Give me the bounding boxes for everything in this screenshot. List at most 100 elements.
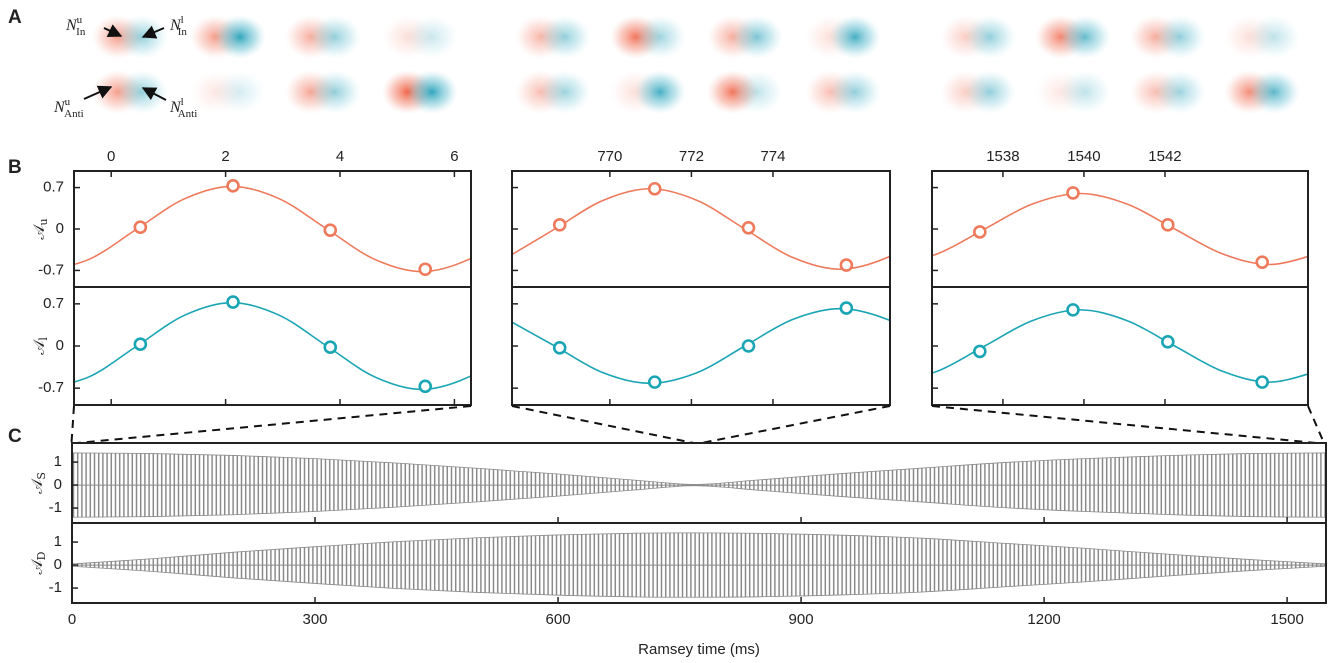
x-tick-label: 0 xyxy=(107,148,115,165)
y-tick-label: 0.7 xyxy=(43,179,64,196)
annotation-sub: In xyxy=(76,26,86,38)
data-point xyxy=(974,346,985,357)
data-point xyxy=(325,225,336,236)
y-axis-label: 𝒜u xyxy=(30,218,50,239)
x-tick-label: 600 xyxy=(546,611,571,628)
zoom-line xyxy=(77,406,471,443)
atom-cloud xyxy=(964,70,1016,114)
x-tick-label: 772 xyxy=(679,148,704,165)
x-tick-label: 4 xyxy=(336,148,344,165)
body: {"panel_labels": ["A", "B", "C"], "annot… xyxy=(0,0,1334,663)
atom-cloud xyxy=(309,15,361,59)
figure: A B C NuInNlInNuAntiNlAnti0246-0.700.7𝒜u… xyxy=(0,0,1334,663)
data-point xyxy=(135,222,146,233)
atom-cloud xyxy=(214,70,266,114)
zoom-line xyxy=(932,406,1316,443)
atom-cloud xyxy=(539,70,591,114)
atom-cloud xyxy=(214,15,266,59)
annotation-sub: In xyxy=(178,26,188,38)
y-axis-label: 𝒜S xyxy=(28,472,48,494)
data-point xyxy=(841,303,852,314)
x-tick-label: 2 xyxy=(221,148,229,165)
y-axis-label-sub: D xyxy=(35,551,48,560)
atom-cloud xyxy=(539,15,591,59)
annotation-sup: u xyxy=(77,14,83,26)
x-tick-label: 1542 xyxy=(1148,148,1181,165)
plot-background xyxy=(74,287,471,405)
zoom-line xyxy=(1308,406,1324,443)
data-point xyxy=(649,377,660,388)
x-tick-label: 0 xyxy=(68,611,76,628)
data-point xyxy=(649,183,660,194)
y-axis-label: 𝒜D xyxy=(28,551,48,574)
x-tick-label: 774 xyxy=(760,148,785,165)
atom-cloud xyxy=(731,15,783,59)
atom-cloud xyxy=(964,15,1016,59)
x-tick-label: 1538 xyxy=(986,148,1019,165)
atom-cloud xyxy=(634,70,686,114)
atom-cloud xyxy=(116,70,168,114)
y-axis-label-sub: l xyxy=(37,337,50,341)
plot-background xyxy=(512,287,890,405)
data-point xyxy=(554,342,565,353)
atom-cloud xyxy=(731,70,783,114)
panel-letter: C xyxy=(8,426,22,447)
annotation-sup: u xyxy=(65,96,71,108)
atom-images xyxy=(92,15,1300,114)
y-tick-label: 0 xyxy=(56,337,64,354)
annotation-sub: Anti xyxy=(178,108,198,120)
plot-background xyxy=(932,287,1308,405)
atom-cloud xyxy=(634,15,686,59)
atom-cloud xyxy=(309,70,361,114)
data-point xyxy=(974,226,985,237)
zoom-line xyxy=(71,406,74,443)
y-axis-label-sub: S xyxy=(35,472,48,480)
annotation-sub: Anti xyxy=(64,108,84,120)
x-tick-label: 300 xyxy=(303,611,328,628)
annotation-sup: l xyxy=(181,14,184,26)
y-axis-label-sub: u xyxy=(37,218,50,225)
atom-cloud xyxy=(406,15,458,59)
x-tick-label: 770 xyxy=(597,148,622,165)
data-point xyxy=(135,339,146,350)
data-point xyxy=(1068,187,1079,198)
data-point xyxy=(325,342,336,353)
y-tick-label: -1 xyxy=(49,579,62,596)
data-point xyxy=(1257,377,1268,388)
atom-cloud xyxy=(406,70,458,114)
x-tick-label: 1540 xyxy=(1067,148,1100,165)
data-point xyxy=(841,260,852,271)
y-tick-label: 1 xyxy=(54,453,62,470)
y-tick-label: 0 xyxy=(54,476,62,493)
data-point xyxy=(1162,336,1173,347)
data-point xyxy=(420,264,431,275)
atom-cloud xyxy=(1059,15,1111,59)
atom-cloud xyxy=(1248,15,1300,59)
atom-cloud xyxy=(116,15,168,59)
y-tick-label: -0.7 xyxy=(38,261,64,278)
x-tick-label: 1200 xyxy=(1027,611,1060,628)
data-point xyxy=(1162,219,1173,230)
y-tick-label: 0.7 xyxy=(43,295,64,312)
y-tick-label: 0 xyxy=(56,220,64,237)
y-axis-label: 𝒜l xyxy=(30,337,50,355)
y-tick-label: -0.7 xyxy=(38,379,64,396)
atom-cloud xyxy=(1154,70,1206,114)
x-axis-label: Ramsey time (ms) xyxy=(638,641,760,658)
data-point xyxy=(228,297,239,308)
data-point xyxy=(743,341,754,352)
plot-background xyxy=(932,171,1308,287)
atom-cloud xyxy=(1059,70,1111,114)
panel-letter: A xyxy=(8,7,22,28)
x-tick-label: 900 xyxy=(789,611,814,628)
plot-background xyxy=(74,171,471,287)
zoom-line xyxy=(701,406,890,443)
x-tick-label: 1500 xyxy=(1270,611,1303,628)
y-tick-label: 0 xyxy=(54,556,62,573)
data-point xyxy=(743,222,754,233)
page: Ramsey interferometry html, body { margi… xyxy=(0,0,1334,663)
x-tick-label: 6 xyxy=(450,148,458,165)
atom-cloud xyxy=(829,70,881,114)
data-point xyxy=(554,219,565,230)
